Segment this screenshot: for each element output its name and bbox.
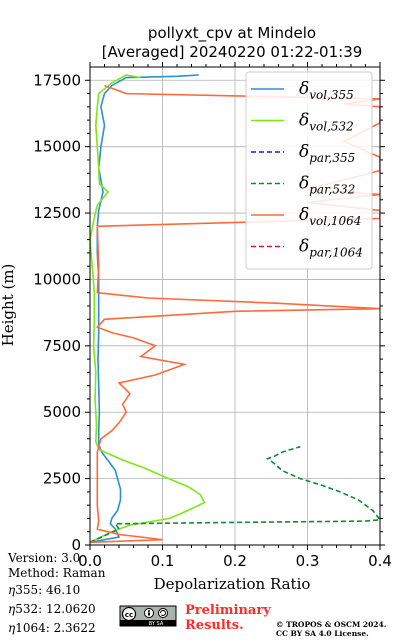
chart-title-line-1: pollyxt_cpv at Mindelo <box>148 24 316 43</box>
cc-license-badge: cc BY SA <box>119 605 177 627</box>
legend-label: δpar,532 <box>299 174 355 197</box>
eta1064-value: 1064: 2.3622 <box>15 621 95 635</box>
legend-label: δvol,532 <box>299 111 354 134</box>
y-tick-label: 0 <box>71 536 81 554</box>
cc-icon <box>121 606 137 622</box>
eta1064-text: η1064: 2.3622 <box>8 621 96 635</box>
y-axis-label: Height (m) <box>0 264 17 347</box>
x-tick-label: 0.2 <box>223 552 247 570</box>
x-tick-label: 0.1 <box>151 552 175 570</box>
credit-text-1: © TROPOS & OSCM 2024. <box>276 620 386 629</box>
series-line-vol-532 <box>90 74 206 544</box>
legend: δvol,355 δvol,532 δpar,355 δpar,532 δvol,106… <box>245 71 373 270</box>
series-line-vol-1064 <box>90 84 380 544</box>
chart-title-line-2: [Averaged] 20240220 01:22-01:39 <box>102 43 363 61</box>
series-line-vol-355 <box>90 74 199 544</box>
x-tick-label: 0.0 <box>78 552 102 570</box>
plot-frame <box>89 66 381 546</box>
x-tick-label: 0.4 <box>368 552 392 570</box>
cc-badge-text: cc <box>125 611 133 619</box>
x-axis-label: Depolarization Ratio <box>154 575 311 593</box>
plot-area <box>90 74 380 544</box>
series-line-par-532 <box>90 445 380 544</box>
preliminary-text-2: Results. <box>185 618 244 633</box>
y-tick-label: 12500 <box>33 204 81 222</box>
legend-label: δvol,355 <box>299 79 354 102</box>
y-tick-label: 7500 <box>43 337 81 355</box>
x-tick-label: 0.3 <box>296 552 320 570</box>
y-tick-label: 15000 <box>33 138 81 156</box>
method-text: Method: Raman <box>8 566 106 580</box>
eta532-text: η532: 12.0620 <box>8 602 96 616</box>
credit-text-2: CC BY SA 4.0 License. <box>276 629 369 638</box>
y-tick-label: 17500 <box>33 71 81 89</box>
legend-label: δvol,1064 <box>299 205 361 228</box>
eta355-value: 355: 46.10 <box>15 583 80 597</box>
legend-label: δpar,1064 <box>299 237 363 260</box>
cc-badge-subtext: BY SA <box>149 621 164 627</box>
legend-label: δpar,355 <box>299 142 355 165</box>
eta532-value: 532: 12.0620 <box>15 602 95 616</box>
y-tick-label: 5000 <box>43 403 81 421</box>
y-tick-label: 2500 <box>43 470 81 488</box>
sa-icon <box>158 608 168 618</box>
eta355-text: η355: 46.10 <box>8 583 80 597</box>
version-text: Version: 3.0 <box>7 551 80 565</box>
y-tick-label: 10000 <box>33 270 81 288</box>
preliminary-text-1: Preliminary <box>185 603 271 618</box>
